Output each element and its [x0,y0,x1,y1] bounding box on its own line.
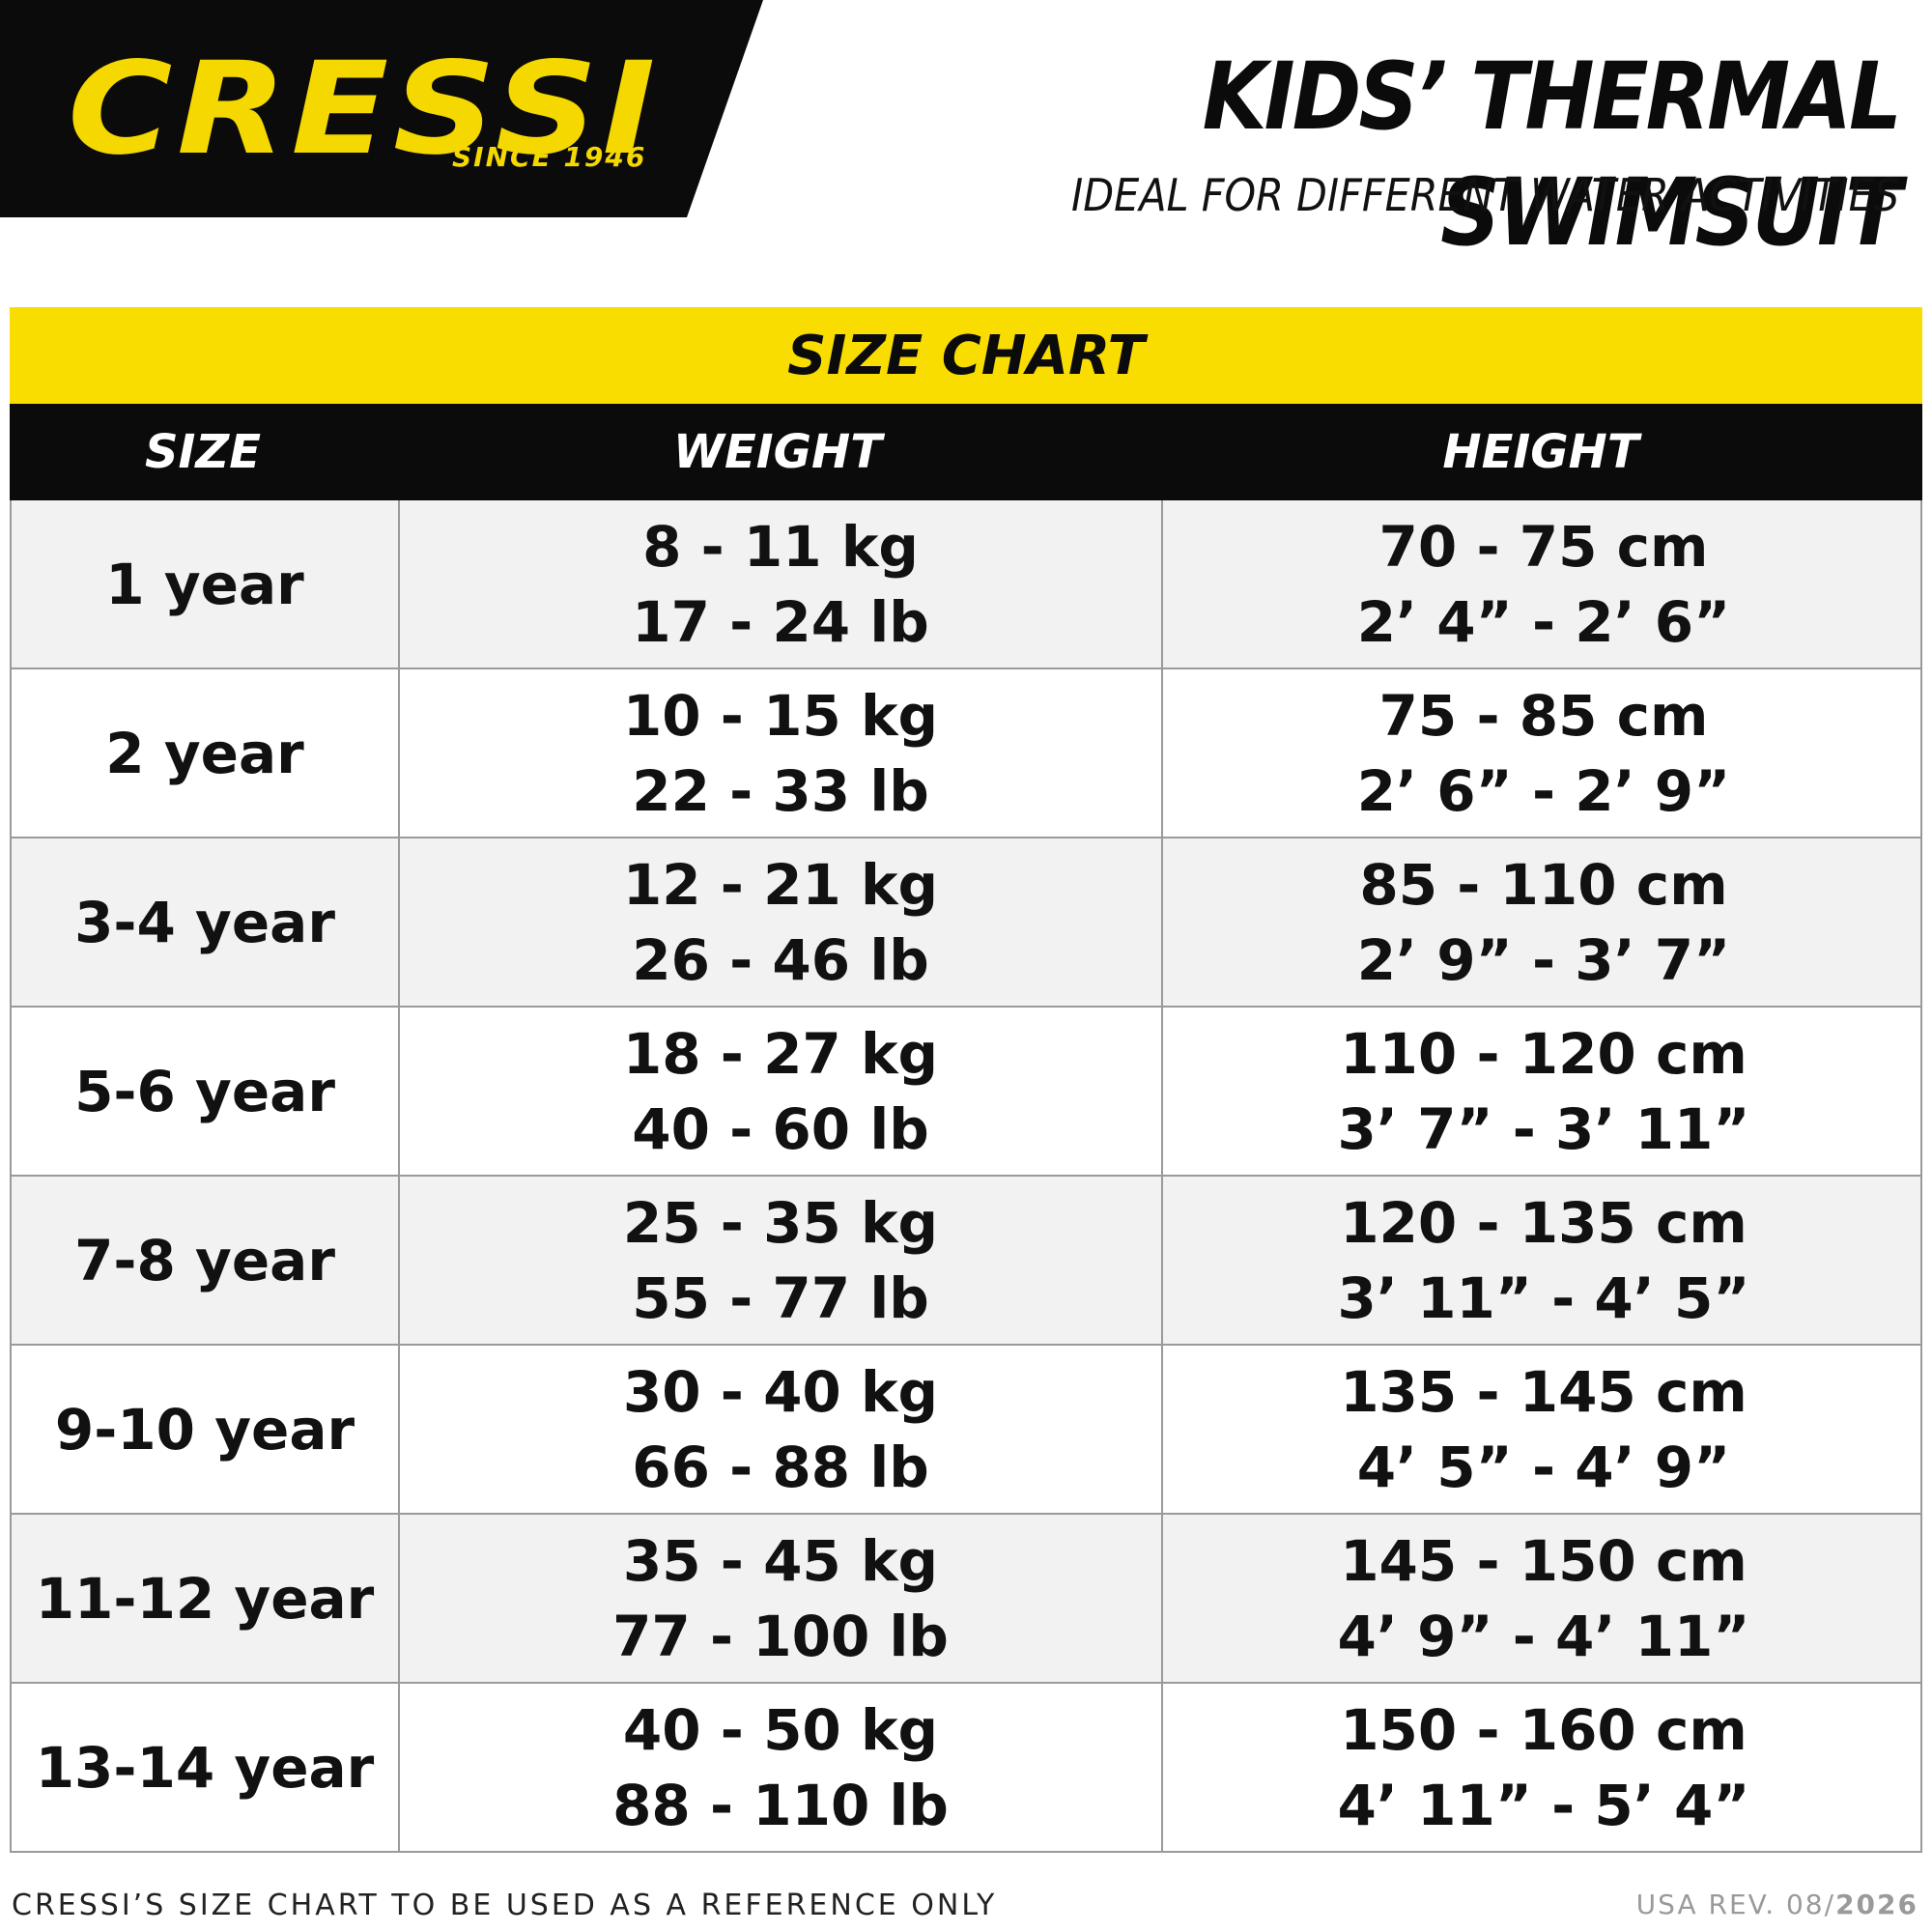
weight-kg-value: 8 - 11 kg [642,513,919,580]
height-cell: 70 - 75 cm 2’ 4” - 2’ 6” [1161,500,1924,668]
size-cell: 7-8 year [12,1177,398,1344]
size-cell: 2 year [12,669,398,837]
weight-lb-value: 88 - 110 lb [612,1772,949,1838]
weight-cell: 30 - 40 kg 66 - 88 lb [398,1346,1161,1513]
brand-logo-panel: CRESSI SINCE 1946 [0,0,763,217]
size-value: 3-4 year [74,889,335,955]
weight-kg-value: 25 - 35 kg [622,1189,939,1256]
height-cell: 85 - 110 cm 2’ 9” - 3’ 7” [1161,838,1924,1006]
weight-lb-value: 66 - 88 lb [632,1434,929,1500]
weight-lb-value: 55 - 77 lb [632,1264,929,1331]
weight-cell: 8 - 11 kg 17 - 24 lb [398,500,1161,668]
page-subtitle: IDEAL FOR DIFFERENT WATER ACTIVITIES [1071,169,1899,221]
height-cm-value: 70 - 75 cm [1378,513,1709,580]
revision-year: 2026 [1835,1889,1918,1920]
height-ft-value: 4’ 11” - 5’ 4” [1337,1772,1750,1838]
height-ft-value: 2’ 9” - 3’ 7” [1356,926,1731,993]
height-cell: 150 - 160 cm 4’ 11” - 5’ 4” [1161,1684,1924,1851]
table-row: 3-4 year 12 - 21 kg 26 - 46 lb 85 - 110 cm 2… [12,838,1920,1008]
height-cm-value: 110 - 120 cm [1340,1020,1747,1087]
revision-prefix: USA REV. 08/ [1635,1889,1836,1920]
height-cm-value: 85 - 110 cm [1359,851,1728,918]
height-ft-value: 3’ 11” - 4’ 5” [1337,1264,1750,1331]
height-cm-value: 120 - 135 cm [1340,1189,1747,1256]
height-ft-value: 4’ 5” - 4’ 9” [1356,1434,1731,1500]
table-row: 11-12 year 35 - 45 kg 77 - 100 lb 145 - 150… [12,1515,1920,1684]
weight-lb-value: 22 - 33 lb [632,757,929,824]
weight-cell: 40 - 50 kg 88 - 110 lb [398,1684,1161,1851]
size-value: 2 year [105,720,304,786]
weight-cell: 35 - 45 kg 77 - 100 lb [398,1515,1161,1682]
size-cell: 3-4 year [12,838,398,1006]
weight-kg-value: 18 - 27 kg [622,1020,939,1087]
height-cm-value: 145 - 150 cm [1340,1527,1747,1594]
weight-kg-value: 12 - 21 kg [622,851,939,918]
weight-lb-value: 77 - 100 lb [612,1603,949,1669]
size-table-header: SIZE WEIGHT HEIGHT [10,404,1922,500]
size-table: SIZE WEIGHT HEIGHT 1 year 8 - 11 kg 17 - 2… [10,404,1922,1853]
weight-cell: 18 - 27 kg 40 - 60 lb [398,1008,1161,1175]
weight-cell: 12 - 21 kg 26 - 46 lb [398,838,1161,1006]
height-cm-value: 150 - 160 cm [1340,1696,1747,1763]
size-cell: 1 year [12,500,398,668]
size-chart-banner: SIZE CHART [10,307,1922,404]
height-ft-value: 2’ 6” - 2’ 9” [1356,757,1731,824]
page-title: KIDS’ THERMAL SWIMSUIT [1202,43,1902,267]
size-value: 11-12 year [35,1565,375,1632]
footer-revision: USA REV. 08/2026 [1636,1889,1918,1920]
weight-kg-value: 10 - 15 kg [622,682,939,749]
weight-kg-value: 35 - 45 kg [622,1527,939,1594]
size-table-body: 1 year 8 - 11 kg 17 - 24 lb 70 - 75 cm 2’ 4”… [10,500,1922,1853]
table-row: 9-10 year 30 - 40 kg 66 - 88 lb 135 - 145 c… [12,1346,1920,1515]
size-cell: 5-6 year [12,1008,398,1175]
size-value: 5-6 year [74,1058,335,1124]
size-cell: 9-10 year [12,1346,398,1513]
weight-cell: 10 - 15 kg 22 - 33 lb [398,669,1161,837]
table-row: 13-14 year 40 - 50 kg 88 - 110 lb 150 - 160… [12,1684,1920,1853]
weight-kg-value: 40 - 50 kg [622,1696,939,1763]
table-row: 5-6 year 18 - 27 kg 40 - 60 lb 110 - 120 cm… [12,1008,1920,1177]
size-cell: 11-12 year [12,1515,398,1682]
brand-logo-wordmark: CRESSI [68,35,660,184]
column-header-height: HEIGHT [1442,425,1639,479]
table-row: 1 year 8 - 11 kg 17 - 24 lb 70 - 75 cm 2’ 4”… [12,500,1920,669]
height-cell: 75 - 85 cm 2’ 6” - 2’ 9” [1161,669,1924,837]
table-row: 2 year 10 - 15 kg 22 - 33 lb 75 - 85 cm 2’ 6… [12,669,1920,838]
height-ft-value: 2’ 4” - 2’ 6” [1356,588,1731,655]
size-chart-title: SIZE CHART [787,324,1145,387]
column-header-weight: WEIGHT [673,425,882,479]
weight-lb-value: 40 - 60 lb [632,1095,929,1162]
size-value: 7-8 year [74,1227,335,1293]
height-cell: 110 - 120 cm 3’ 7” - 3’ 11” [1161,1008,1924,1175]
size-value: 9-10 year [54,1396,355,1463]
weight-lb-value: 17 - 24 lb [632,588,929,655]
size-cell: 13-14 year [12,1684,398,1851]
height-cell: 120 - 135 cm 3’ 11” - 4’ 5” [1161,1177,1924,1344]
height-ft-value: 3’ 7” - 3’ 11” [1337,1095,1750,1162]
height-cell: 135 - 145 cm 4’ 5” - 4’ 9” [1161,1346,1924,1513]
height-cell: 145 - 150 cm 4’ 9” - 4’ 11” [1161,1515,1924,1682]
height-ft-value: 4’ 9” - 4’ 11” [1337,1603,1750,1669]
table-row: 7-8 year 25 - 35 kg 55 - 77 lb 120 - 135 cm… [12,1177,1920,1346]
height-cm-value: 75 - 85 cm [1378,682,1709,749]
weight-lb-value: 26 - 46 lb [632,926,929,993]
footer-disclaimer: CRESSI’S SIZE CHART TO BE USED AS A REFE… [12,1889,998,1922]
size-value: 13-14 year [35,1734,375,1801]
column-header-size: SIZE [144,425,262,479]
brand-since-label: SINCE 1946 [452,141,647,173]
weight-cell: 25 - 35 kg 55 - 77 lb [398,1177,1161,1344]
size-value: 1 year [105,551,304,617]
weight-kg-value: 30 - 40 kg [622,1358,939,1425]
height-cm-value: 135 - 145 cm [1340,1358,1747,1425]
